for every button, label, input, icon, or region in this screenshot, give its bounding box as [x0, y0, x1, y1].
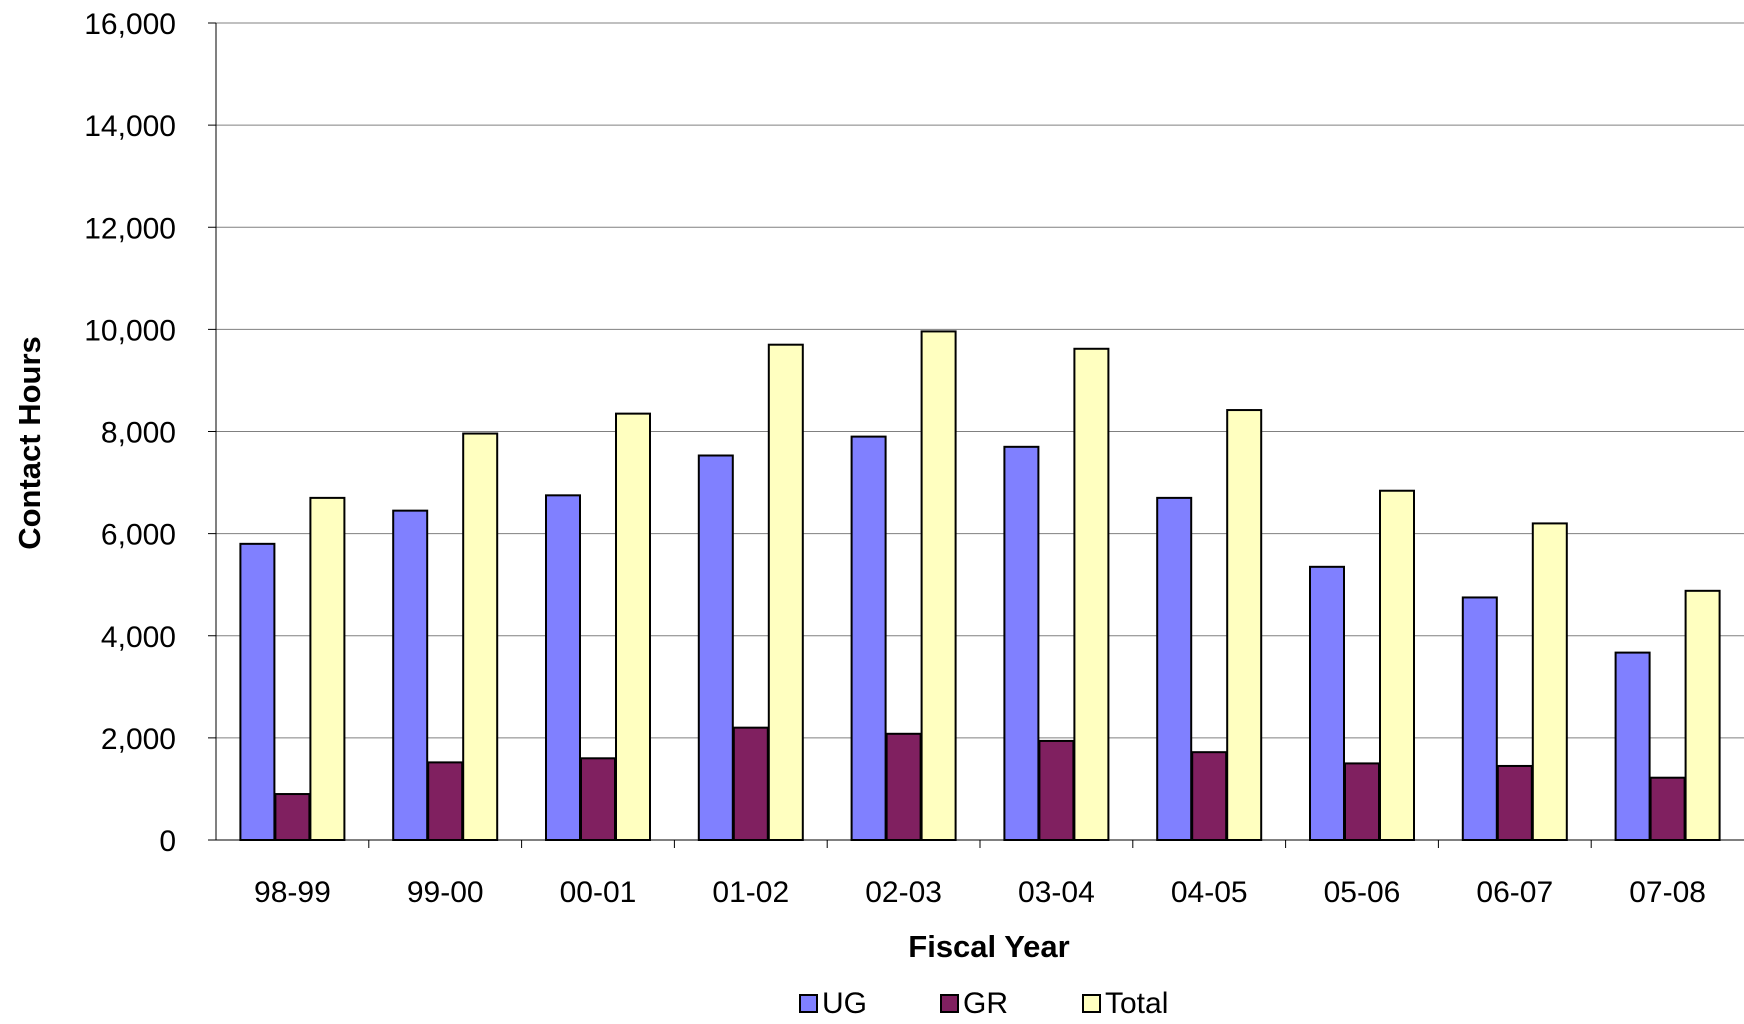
legend-label-ug: UG — [822, 987, 867, 1020]
bar-total-05-06 — [1379, 489, 1415, 841]
axes — [208, 22, 1744, 848]
y-tick-label: 2,000 — [101, 723, 176, 756]
x-tick-label: 06-07 — [1476, 876, 1553, 909]
bar-total-98-99 — [309, 496, 346, 841]
y-tick-label: 12,000 — [84, 212, 176, 245]
y-tick-label: 16,000 — [84, 8, 176, 41]
x-tick-label: 04-05 — [1171, 876, 1248, 909]
bar-total-07-08 — [1684, 589, 1721, 841]
y-tick-labels: 0 2,000 4,000 6,000 8,000 10,000 12,000 14,000 1… — [84, 8, 176, 858]
x-tick-label: 99-00 — [407, 876, 484, 909]
bar-gr-02-03 — [885, 732, 922, 841]
bar-ug-01-02 — [697, 454, 734, 841]
y-tick-label: 0 — [159, 825, 176, 858]
legend: UG GR Total — [799, 987, 1168, 1020]
gridlines — [216, 22, 1744, 739]
x-tick-label: 98-99 — [254, 876, 331, 909]
bar-ug-06-07 — [1461, 596, 1498, 841]
bar-total-06-07 — [1531, 522, 1568, 841]
bar-gr-00-01 — [580, 757, 616, 841]
x-tick-label: 00-01 — [560, 876, 637, 909]
bar-gr-03-04 — [1038, 739, 1075, 841]
bar-ug-03-04 — [1003, 445, 1040, 841]
bars — [239, 330, 1721, 842]
bar-total-03-04 — [1073, 347, 1110, 841]
bar-total-02-03 — [920, 330, 957, 841]
bar-ug-02-03 — [850, 435, 887, 841]
bar-ug-00-01 — [545, 494, 581, 841]
x-tick-label: 02-03 — [865, 876, 942, 909]
x-tick-labels: 98-99 99-00 00-01 01-02 02-03 03-04 04-05 05-06… — [254, 876, 1706, 909]
x-tick-label: 01-02 — [712, 876, 789, 909]
bar-ug-99-00 — [392, 509, 429, 841]
bar-total-04-05 — [1226, 409, 1263, 841]
x-tick-label: 05-06 — [1324, 876, 1401, 909]
bar-gr-06-07 — [1496, 764, 1533, 841]
x-axis-title: Fiscal Year — [908, 929, 1069, 964]
legend-swatch-ug — [799, 994, 818, 1013]
bar-ug-05-06 — [1309, 565, 1345, 841]
bar-gr-99-00 — [427, 761, 464, 842]
y-tick-label: 10,000 — [84, 314, 176, 347]
legend-swatch-gr — [940, 994, 959, 1013]
bar-gr-07-08 — [1649, 776, 1686, 841]
y-tick-label: 8,000 — [101, 417, 176, 450]
y-tick-label: 6,000 — [101, 519, 176, 552]
legend-swatch-total — [1082, 994, 1101, 1013]
legend-label-total: Total — [1105, 987, 1168, 1020]
y-tick-label: 14,000 — [84, 110, 176, 143]
x-tick-label: 03-04 — [1018, 876, 1095, 909]
bar-gr-05-06 — [1344, 762, 1380, 841]
bar-gr-98-99 — [274, 793, 311, 842]
bar-total-99-00 — [462, 432, 499, 841]
y-tick-label: 4,000 — [101, 621, 176, 654]
bar-ug-04-05 — [1156, 496, 1193, 841]
bar-ug-98-99 — [239, 542, 276, 842]
bar-total-01-02 — [767, 343, 804, 841]
legend-label-gr: GR — [963, 987, 1008, 1020]
bar-gr-01-02 — [732, 726, 769, 841]
bar-gr-04-05 — [1191, 751, 1228, 841]
y-axis-title: Contact Hours — [12, 336, 47, 550]
x-tick-label: 07-08 — [1629, 876, 1706, 909]
bar-ug-07-08 — [1614, 651, 1651, 842]
bar-total-00-01 — [615, 412, 651, 841]
